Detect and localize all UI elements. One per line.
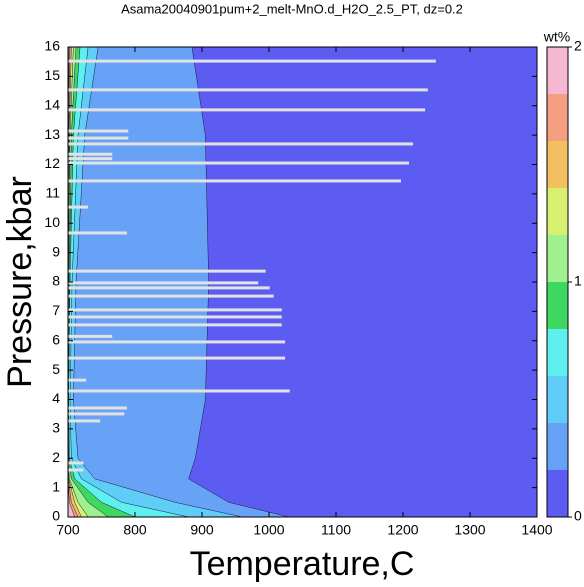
y-tick-label: 7 — [52, 302, 60, 318]
y-tick-label: 14 — [44, 96, 60, 112]
colorbar-tick-label: 1 — [574, 273, 582, 289]
y-tick-label: 16 — [44, 38, 60, 54]
gap-strip — [68, 281, 259, 285]
y-axis-label: Pressure,kbar — [1, 176, 39, 388]
gap-strip — [68, 231, 127, 235]
y-tick-label: 1 — [52, 478, 60, 494]
colorbar-band — [547, 94, 568, 141]
colorbar-band — [547, 188, 568, 235]
gap-strip — [68, 161, 410, 165]
y-tick-label: 5 — [52, 361, 60, 377]
gap-strip — [68, 108, 426, 112]
gap-strip — [68, 323, 282, 327]
chart-title: Asama20040901pum+2_melt-MnO.d_H2O_2.5_PT… — [121, 1, 463, 16]
gap-strip — [68, 286, 270, 290]
gap-strip — [68, 59, 436, 63]
x-tick-label: 1300 — [454, 522, 485, 538]
gap-strip — [68, 308, 282, 312]
gap-strip — [68, 129, 129, 133]
x-tick-label: 1200 — [387, 522, 418, 538]
y-tick-label: 2 — [52, 449, 60, 465]
y-tick-label: 15 — [44, 67, 60, 83]
gap-strip — [68, 461, 84, 465]
gap-strip — [68, 179, 401, 183]
y-tick-label: 13 — [44, 126, 60, 142]
gap-strip — [68, 419, 101, 423]
colorbar-band — [547, 329, 568, 376]
colorbar-band — [547, 47, 568, 94]
gap-strip — [68, 378, 87, 382]
y-tick-label: 11 — [45, 185, 60, 201]
colorbar-band — [547, 423, 568, 470]
gap-strip — [68, 142, 414, 146]
colorbar-tick-label: 2 — [574, 38, 582, 54]
gap-strip — [68, 406, 127, 410]
colorbar-band — [547, 235, 568, 282]
x-axis-label: Temperature,C — [190, 545, 415, 583]
x-tick-label: 900 — [190, 522, 214, 538]
gap-strip — [68, 412, 125, 416]
colorbar-tick-label: 0 — [574, 508, 582, 524]
colorbar-band — [547, 470, 568, 517]
gap-strip — [68, 468, 84, 472]
gap-strip — [68, 157, 113, 161]
gap-strip — [68, 269, 266, 273]
x-tick-label: 1100 — [321, 522, 351, 538]
y-tick-label: 3 — [52, 420, 60, 436]
gap-strip — [68, 356, 286, 360]
colorbar-band — [547, 141, 568, 188]
y-tick-label: 8 — [52, 273, 60, 289]
gap-strip — [68, 136, 129, 140]
y-tick-label: 12 — [44, 155, 60, 171]
gap-strip — [68, 88, 428, 92]
y-tick-label: 10 — [44, 214, 60, 230]
x-tick-label: 1000 — [253, 522, 284, 538]
x-tick-label: 1400 — [521, 522, 552, 538]
gap-strip — [68, 294, 274, 298]
y-tick-label: 9 — [52, 243, 60, 259]
y-tick-label: 0 — [52, 508, 60, 524]
gap-strip — [68, 334, 113, 338]
x-tick-label: 700 — [56, 522, 80, 538]
colorbar-band — [547, 282, 568, 329]
gap-strip — [68, 205, 89, 209]
gap-strip — [68, 389, 290, 393]
y-tick-label: 4 — [52, 390, 60, 406]
y-tick-label: 6 — [52, 331, 60, 347]
x-tick-label: 800 — [123, 522, 147, 538]
gap-strip — [68, 152, 113, 156]
gap-strip — [68, 340, 286, 344]
colorbar-band — [547, 376, 568, 423]
gap-strip — [68, 315, 282, 319]
colorbar-label: wt% — [543, 29, 570, 45]
